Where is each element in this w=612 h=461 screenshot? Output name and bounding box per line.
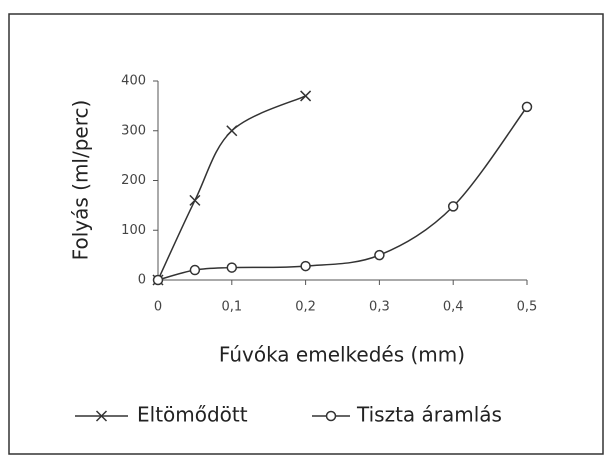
x-tick-label: 0,2 <box>295 300 316 315</box>
legend-label: Eltömődött <box>137 403 248 427</box>
point <box>374 249 385 261</box>
point <box>152 274 164 286</box>
y-tick-label: 300 <box>121 123 146 138</box>
x-tick-label: 0 <box>154 300 162 315</box>
point <box>189 194 201 206</box>
y-tick-label: 0 <box>138 273 146 288</box>
point <box>300 260 311 272</box>
series-line <box>157 95 306 281</box>
series-line <box>157 106 528 281</box>
frame <box>8 13 604 455</box>
point <box>300 90 312 102</box>
y-tick-label: 100 <box>121 223 146 238</box>
x-tick-label: 0,1 <box>221 300 242 315</box>
y-tick-label: 400 <box>121 74 146 89</box>
point <box>226 125 238 137</box>
x-axis-label: Fúvóka emelkedés (mm) <box>219 343 465 367</box>
x-tick-label: 0,5 <box>517 300 538 315</box>
x-tick-label: 0,3 <box>369 300 390 315</box>
x-tick-label: 0,4 <box>443 300 464 315</box>
legend-marker <box>325 410 337 422</box>
y-tick-label: 200 <box>121 173 146 188</box>
point <box>189 264 201 276</box>
legend-marker <box>95 410 108 422</box>
legend-label: Tiszta áramlás <box>356 403 502 427</box>
y-axis-label: Folyás (ml/perc) <box>69 100 93 261</box>
point <box>521 101 533 113</box>
point <box>447 201 459 212</box>
point <box>226 262 238 273</box>
